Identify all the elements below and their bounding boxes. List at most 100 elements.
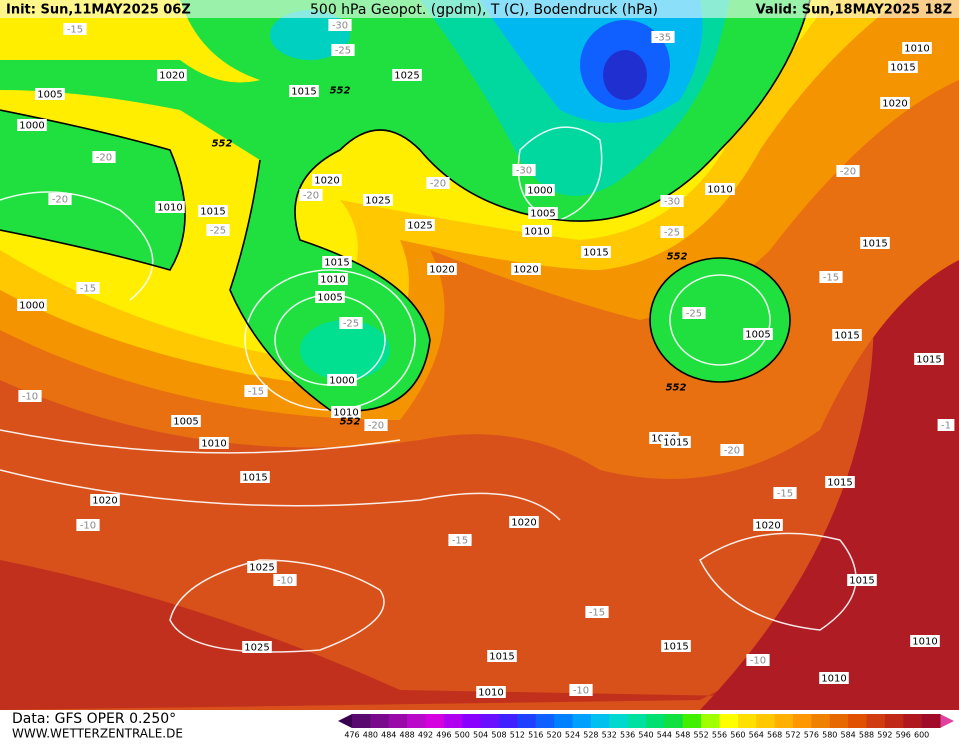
pressure-label: 1005 xyxy=(173,417,198,428)
pressure-label: 1015 xyxy=(242,473,267,484)
label-box xyxy=(240,471,270,483)
temperature-label: -30 xyxy=(664,197,680,208)
scale-swatch xyxy=(811,714,831,728)
label-box xyxy=(339,317,363,329)
pressure-label: 1010 xyxy=(201,439,226,450)
temperature-label: -10 xyxy=(750,656,766,667)
label-box xyxy=(660,195,684,207)
temperature-label: -35 xyxy=(655,33,671,44)
pressure-label: 1015 xyxy=(200,207,225,218)
scale-swatch xyxy=(866,714,886,728)
scale-label: 532 xyxy=(602,731,617,740)
scale-swatch xyxy=(774,714,794,728)
scale-swatch xyxy=(627,714,647,728)
scale-label: 588 xyxy=(859,731,874,740)
temperature-label: -20 xyxy=(430,179,446,190)
label-box xyxy=(528,207,558,219)
pressure-label: 1005 xyxy=(317,293,342,304)
temperature-label: -10 xyxy=(80,521,96,532)
pressure-label: 1020 xyxy=(755,521,780,532)
scale-swatch xyxy=(609,714,629,728)
label-box xyxy=(720,444,744,456)
scale-label: 516 xyxy=(528,731,543,740)
label-box xyxy=(426,177,450,189)
scale-swatch xyxy=(443,714,463,728)
pressure-label: 1000 xyxy=(527,186,552,197)
label-box xyxy=(17,299,47,311)
pressure-label: 1005 xyxy=(37,90,62,101)
label-box xyxy=(825,476,855,488)
pressure-label: 1020 xyxy=(513,265,538,276)
pressure-label: 1015 xyxy=(849,576,874,587)
label-box xyxy=(836,165,860,177)
pressure-label: 1015 xyxy=(827,478,852,489)
scale-swatch xyxy=(664,714,684,728)
label-box xyxy=(660,226,684,238)
label-box xyxy=(511,263,541,275)
height-label: 552 xyxy=(212,139,233,150)
label-box xyxy=(888,61,918,73)
label-box xyxy=(743,328,773,340)
scale-swatch xyxy=(719,714,739,728)
label-box xyxy=(363,194,393,206)
scale-label: 592 xyxy=(877,731,892,740)
label-box xyxy=(244,385,268,397)
pressure-label: 1015 xyxy=(890,63,915,74)
pressure-label: 1020 xyxy=(429,265,454,276)
label-box xyxy=(476,686,506,698)
scale-label: 500 xyxy=(455,731,470,740)
pressure-label: 1025 xyxy=(407,221,432,232)
pressure-label: 1010 xyxy=(524,227,549,238)
scale-swatch xyxy=(480,714,500,728)
label-box xyxy=(832,329,862,341)
scale-label: 488 xyxy=(399,731,414,740)
height-label: 552 xyxy=(340,417,361,428)
label-box xyxy=(914,353,944,365)
temperature-label: -1 xyxy=(941,421,951,432)
scale-label: 540 xyxy=(638,731,653,740)
label-box xyxy=(318,273,348,285)
label-box xyxy=(327,374,357,386)
temperature-label: -25 xyxy=(664,228,680,239)
temperature-label: -25 xyxy=(686,309,702,320)
scale-swatch xyxy=(646,714,665,728)
pressure-label: 1025 xyxy=(249,563,274,574)
label-box xyxy=(581,246,611,258)
label-box xyxy=(525,184,555,196)
label-box xyxy=(289,85,319,97)
scale-label: 484 xyxy=(381,731,396,740)
scale-swatch xyxy=(554,714,573,728)
pressure-label: 1010 xyxy=(821,674,846,685)
init-time: Init: Sun,11MAY2025 06Z xyxy=(6,3,191,18)
label-box xyxy=(392,69,422,81)
scale-swatch xyxy=(499,714,518,728)
scale-label: 480 xyxy=(363,731,378,740)
label-box xyxy=(847,574,877,586)
label-box xyxy=(427,263,457,275)
scale-label: 508 xyxy=(491,731,506,740)
temperature-label: -20 xyxy=(52,195,68,206)
scale-arrow-left xyxy=(338,714,352,728)
temperature-label: -15 xyxy=(248,387,264,398)
pressure-label: 1015 xyxy=(663,438,688,449)
scale-swatch xyxy=(388,714,408,728)
scale-label: 552 xyxy=(693,731,708,740)
scale-swatch xyxy=(682,714,702,728)
temperature-label: -15 xyxy=(67,25,83,36)
label-box xyxy=(819,672,849,684)
label-box xyxy=(76,282,100,294)
label-box xyxy=(880,97,910,109)
scale-swatch xyxy=(884,714,904,728)
label-box xyxy=(63,23,87,35)
scale-swatch xyxy=(352,714,371,728)
label-box xyxy=(753,519,783,531)
temperature-label: -20 xyxy=(96,153,112,164)
temperature-label: -10 xyxy=(573,686,589,697)
header-band xyxy=(0,0,959,18)
data-source: Data: GFS OPER 0.250° xyxy=(12,711,176,727)
scale-swatch xyxy=(701,714,720,728)
scale-label: 476 xyxy=(344,731,359,740)
scale-swatch xyxy=(921,714,941,728)
label-box xyxy=(18,390,42,402)
